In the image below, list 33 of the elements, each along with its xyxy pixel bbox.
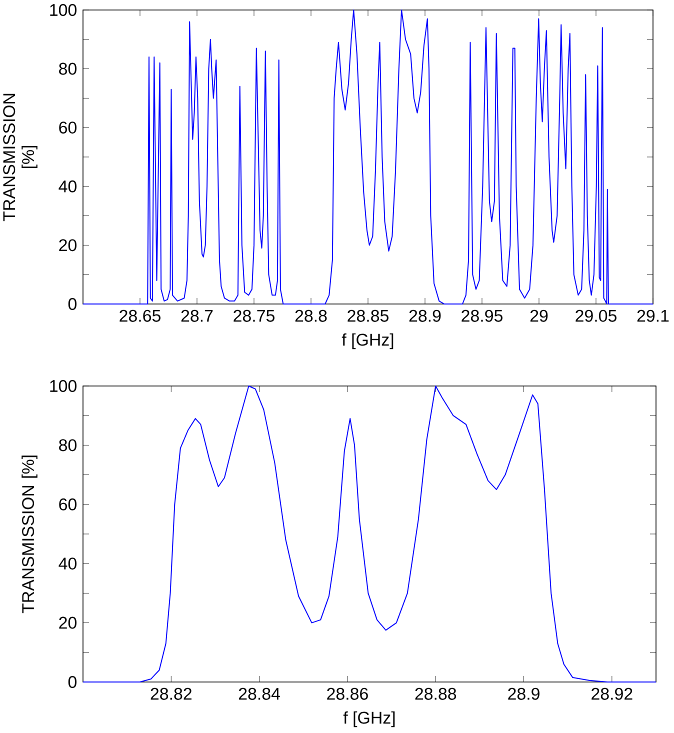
- y-tick-label: 40: [58, 558, 76, 570]
- x-tick-label: 28.92: [592, 688, 632, 700]
- x-tick-label: 28.9: [409, 310, 441, 322]
- x-tick-label: 28.65: [120, 310, 160, 322]
- y-tick-label: 60: [59, 498, 76, 510]
- y-axis-title: TRANSMISSION [%]: [3, 94, 38, 222]
- x-tick-label: 28.8: [295, 310, 327, 322]
- x-tick-label: 28.88: [415, 688, 456, 700]
- y-axis-title: TRANSMISSION [%]: [22, 456, 38, 614]
- x-tick-label: 28.9: [508, 688, 540, 700]
- y-tick-label: 20: [59, 239, 76, 252]
- y-tick-label: 20: [59, 616, 76, 629]
- x-tick-label: 28.82: [150, 688, 192, 700]
- y-tick-label: 100: [50, 4, 76, 16]
- line-series: [82, 385, 656, 682]
- x-tick-label: 28.75: [234, 310, 274, 322]
- x-tick-label: 28.85: [348, 310, 388, 322]
- x-tick-label: 28.7: [181, 310, 213, 322]
- x-tick-label: 28.84: [238, 688, 280, 700]
- x-axis-title: f [GHz]: [343, 711, 395, 728]
- x-tick-label: 28.95: [462, 310, 502, 322]
- x-tick-label: 29.05: [576, 310, 616, 322]
- y-tick-label: 0: [68, 676, 76, 688]
- y-tick-label: 0: [68, 298, 76, 310]
- y-tick-label: 80: [59, 439, 76, 452]
- x-tick-label: 28.86: [327, 688, 368, 700]
- y-tick-label: 60: [59, 122, 76, 134]
- x-tick-label: 29: [530, 310, 548, 322]
- x-tick-label: 29.1: [637, 310, 669, 322]
- x-axis-title: f [GHz]: [342, 333, 394, 350]
- y-tick-label: 40: [58, 180, 76, 192]
- y-tick-label: 100: [50, 380, 76, 392]
- y-tick-label: 80: [59, 62, 76, 75]
